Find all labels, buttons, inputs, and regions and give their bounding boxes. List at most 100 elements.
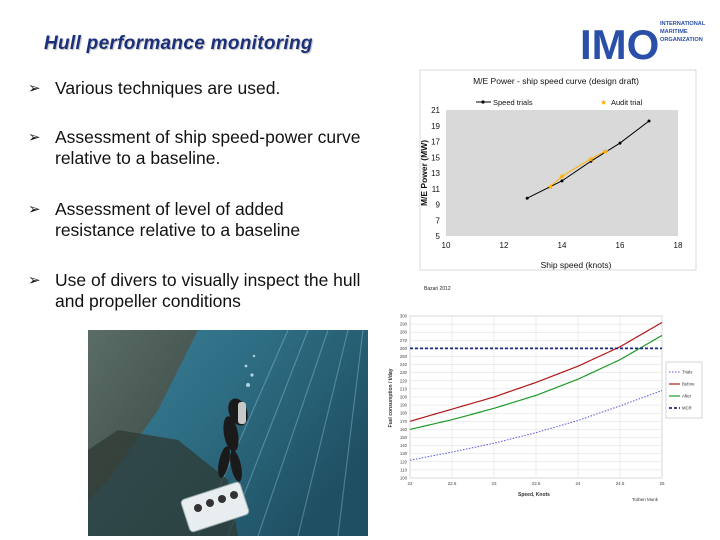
legend-label-speed-trials: Speed trials — [493, 98, 533, 107]
chart2-y-tick-label: 150 — [400, 435, 408, 440]
chart2-y-tick-label: 190 — [400, 403, 408, 408]
chart2-y-tick-label: 180 — [400, 411, 408, 416]
bullet-line: relative to a baseline. — [55, 148, 221, 168]
imo-logo: IMO — [580, 21, 659, 64]
chart1-x-tick-label: 16 — [616, 241, 625, 250]
chart1-y-tick-label: 5 — [436, 232, 441, 241]
chart2-legend-label: Before — [682, 382, 695, 387]
chart1-point-audit-trial: ★ — [587, 155, 594, 164]
chart2-legend-label: Trials — [682, 370, 692, 375]
chart1-series: ★ ★ ★ ★ — [525, 119, 651, 200]
chart1-x-label: Ship speed (knots) — [541, 260, 612, 270]
chart1-legend: Speed trials ★ Audit trial — [476, 98, 643, 107]
logo-org-name: INTERNATIONAL MARITIME ORGANIZATION — [660, 21, 706, 43]
chart2-y-tick-label: 200 — [400, 395, 408, 400]
chart2-y-tick-label: 260 — [400, 346, 408, 351]
speed-power-chart: M/E Power - ship speed curve (design dra… — [419, 69, 697, 292]
arrow-bullet-icon: ➢ — [28, 80, 41, 97]
bullet-line: resistance relative to a baseline — [55, 220, 301, 240]
chart2-y-tick-label: 280 — [400, 330, 408, 335]
chart2-y-tick-label: 120 — [400, 459, 408, 464]
chart2-legend: Trials Before After MCR — [665, 361, 703, 419]
chart2-series-line-before — [409, 321, 663, 422]
chart2-y-tick-label: 290 — [400, 322, 408, 327]
chart2-x-tick-label: 25 — [659, 481, 665, 486]
chart1-y-tick-label: 9 — [436, 201, 441, 210]
bullet-item: ➢ Use of divers to visually inspect the … — [28, 270, 415, 312]
chart2-legend-label: After — [682, 394, 692, 399]
chart1-axes: 5 7 9 11 13 15 17 19 21 10 12 14 16 18 — [431, 106, 683, 250]
chart1-point-speed-trials — [647, 119, 651, 123]
chart1-y-tick-label: 21 — [431, 106, 440, 115]
chart2-series-line-trials — [409, 390, 663, 461]
chart1-y-tick-label: 17 — [431, 138, 440, 147]
chart1-y-label: M/E Power (MW) — [419, 140, 429, 206]
chart1-plot-area — [446, 110, 678, 236]
chart1-x-tick-label: 10 — [442, 241, 451, 250]
chart2-y-tick-label: 240 — [400, 362, 408, 367]
fuel-consumption-chart: Speed, Knots Fuel consumption / t/day To… — [388, 314, 703, 502]
chart1-point-audit-trial: ★ — [547, 182, 554, 191]
chart2-legend-label: MCR — [682, 406, 692, 411]
chart1-y-tick-label: 13 — [431, 169, 440, 178]
chart1-point-speed-trials — [589, 159, 593, 163]
chart1-title: M/E Power - ship speed curve (design dra… — [473, 76, 639, 86]
diver-photo — [88, 330, 368, 536]
chart1-source-note: Bazari 2012 — [424, 286, 451, 292]
chart1-x-tick-label: 12 — [500, 241, 509, 250]
chart2-series — [409, 321, 663, 461]
chart1-y-tick-label: 11 — [432, 185, 441, 194]
slide-title: Hull performance monitoring — [44, 33, 313, 54]
arrow-bullet-icon: ➢ — [28, 129, 41, 146]
chart2-x-tick-label: 22.5 — [448, 481, 457, 486]
bullet-item: ➢ Various techniques are used. — [28, 78, 415, 99]
chart2-y-tick-label: 250 — [400, 354, 408, 359]
legend-marker-audit-trial: ★ — [600, 98, 607, 107]
chart2-x-tick-label: 23 — [491, 481, 497, 486]
chart1-point-speed-trials — [618, 141, 622, 145]
chart1-y-tick-label: 19 — [431, 122, 440, 131]
chart2-x-tick-label: 23.5 — [532, 481, 541, 486]
logo-mark: IMO — [580, 21, 659, 64]
chart1-y-tick-label: 7 — [436, 216, 441, 225]
chart2-x-tick-label: 22 — [407, 481, 413, 486]
chart2-y-tick-label: 130 — [400, 451, 408, 456]
bullet-line: and propeller conditions — [55, 291, 241, 311]
bullet-text: Assessment of ship speed-power curve rel… — [55, 127, 415, 169]
chart2-series-line-after — [409, 334, 663, 430]
bullet-text: Various techniques are used. — [55, 78, 415, 99]
chart2-x-tick-label: 24 — [575, 481, 581, 486]
chart1-x-tick-label: 18 — [674, 241, 683, 250]
chart2-y-tick-label: 270 — [400, 338, 408, 343]
chart2-y-tick-label: 160 — [400, 427, 408, 432]
bullet-item: ➢ Assessment of ship speed-power curve r… — [28, 127, 415, 169]
chart1-point-speed-trials — [525, 196, 529, 200]
chart1-point-audit-trial: ★ — [558, 172, 565, 181]
legend-label-audit-trial: Audit trial — [611, 98, 643, 107]
chart2-y-tick-label: 300 — [400, 314, 408, 319]
bullet-line: Use of divers to visually inspect the hu… — [55, 270, 361, 290]
chart2-y-label: Fuel consumption / t/day — [388, 368, 394, 427]
chart2-y-tick-label: 220 — [400, 378, 408, 383]
chart2-x-tick-label: 24.5 — [616, 481, 625, 486]
bullet-line: Assessment of level of added — [55, 199, 284, 219]
chart1-series-line-audit-trial — [550, 150, 606, 187]
arrow-bullet-icon: ➢ — [28, 272, 41, 289]
chart2-y-tick-label: 170 — [400, 419, 408, 424]
chart2-y-tick-label: 100 — [400, 476, 408, 481]
arrow-bullet-icon: ➢ — [28, 201, 41, 218]
chart2-y-tick-label: 140 — [400, 443, 408, 448]
chart2-y-tick-label: 210 — [400, 386, 408, 391]
chart2-y-tick-label: 110 — [400, 467, 407, 472]
chart1-point-audit-trial: ★ — [602, 147, 609, 156]
bullet-line: Assessment of ship speed-power curve — [55, 127, 361, 147]
legend-marker-speed-trials — [481, 100, 485, 104]
chart1-y-tick-label: 15 — [431, 153, 440, 162]
chart2-source-note: Torben Munk — [632, 497, 659, 502]
chart1-point-speed-trials — [560, 179, 564, 183]
bullet-text: Assessment of level of added resistance … — [55, 199, 415, 241]
chart2-y-tick-label: 230 — [400, 370, 408, 375]
chart2-x-label: Speed, Knots — [518, 492, 550, 498]
bullet-text: Use of divers to visually inspect the hu… — [55, 270, 415, 312]
bullet-line: Various techniques are used. — [55, 78, 281, 98]
